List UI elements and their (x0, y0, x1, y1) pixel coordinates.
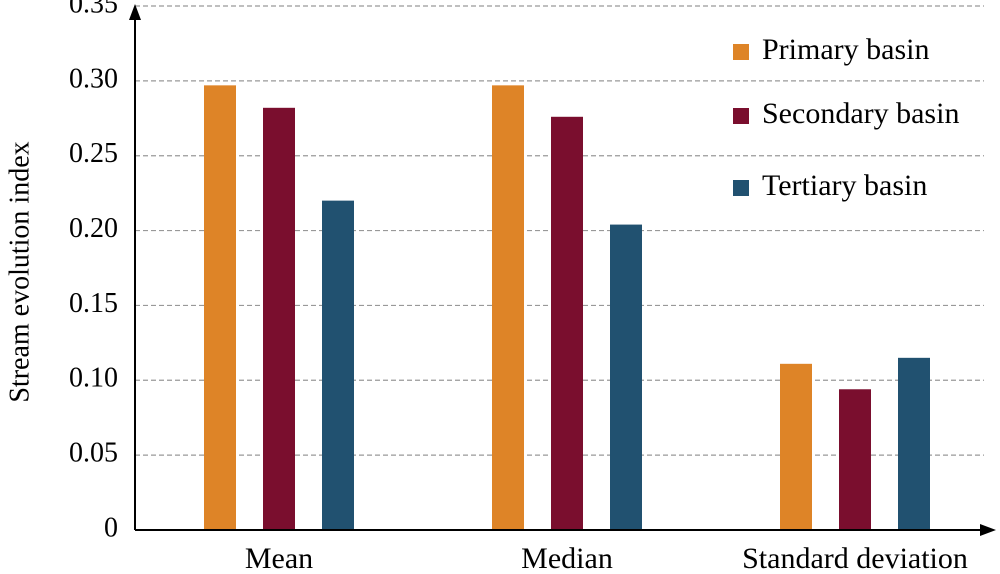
axes (129, 4, 996, 536)
y-axis-arrow (129, 4, 141, 20)
bar (780, 363, 812, 530)
legend-label: Tertiary basin (762, 169, 927, 202)
x-axis-arrow (980, 524, 996, 536)
legend-swatch (733, 44, 749, 60)
x-category-label: Standard deviation (742, 542, 968, 574)
y-tick-label: 0.35 (69, 0, 118, 19)
legend: Primary basin Secondary basin Tertiary bas… (733, 33, 959, 202)
bar (610, 224, 642, 530)
bar (492, 85, 524, 530)
y-tick-label: 0.25 (69, 138, 118, 169)
bar (898, 357, 930, 530)
x-category-label: Mean (245, 542, 313, 574)
legend-swatch (733, 180, 749, 196)
bar (839, 389, 871, 530)
bar (322, 200, 354, 530)
legend-swatch (733, 108, 749, 124)
y-tick-label: 0.30 (69, 63, 118, 94)
bar-series (204, 85, 930, 530)
y-tick-label: 0.15 (69, 288, 118, 319)
y-axis-title: Stream evolution index (4, 141, 35, 402)
legend-label: Primary basin (762, 33, 929, 66)
bar (204, 85, 236, 530)
bar (263, 107, 295, 530)
y-tick-label: 0.20 (69, 213, 118, 244)
y-tick-label: 0 (104, 512, 118, 543)
y-tick-label: 0.05 (69, 438, 118, 469)
bar (551, 116, 583, 530)
y-tick-labels: 0 0.05 0.10 0.15 0.20 0.25 0.30 0.35 (69, 0, 118, 543)
y-tick-label: 0.10 (69, 363, 118, 394)
x-category-label: Median (521, 542, 613, 574)
x-category-labels: Mean Median Standard deviation (245, 542, 968, 574)
legend-label: Secondary basin (762, 97, 959, 130)
